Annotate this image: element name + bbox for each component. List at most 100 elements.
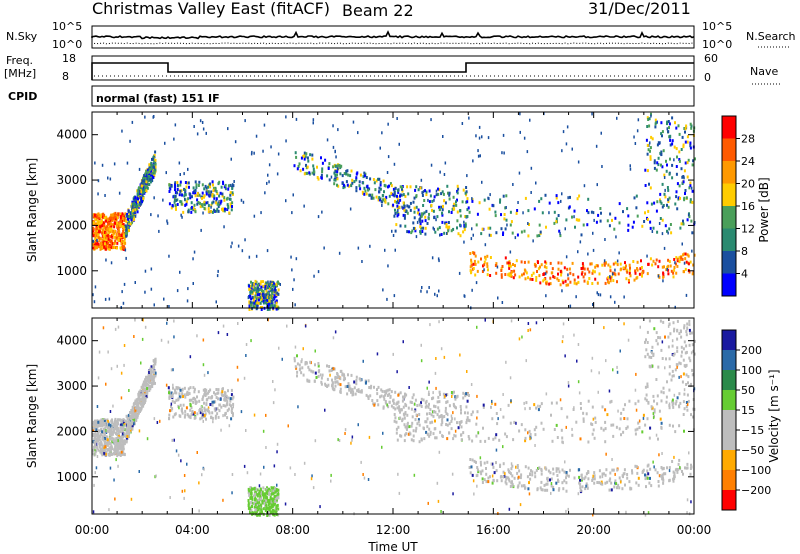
range-time-cell: [228, 211, 231, 215]
range-time-cell: [555, 401, 558, 405]
range-time-cell: [119, 438, 122, 442]
colorbar-tick-label: 8: [741, 245, 748, 258]
range-time-cell: [270, 145, 272, 149]
range-time-cell: [417, 418, 420, 422]
range-time-cell: [680, 256, 683, 260]
range-time-cell: [124, 241, 127, 245]
range-time-cell: [210, 416, 213, 420]
range-time-cell: [646, 254, 648, 258]
range-time-cell: [518, 469, 521, 473]
range-time-cell: [432, 414, 435, 418]
range-time-cell: [153, 166, 156, 170]
range-time-cell: [587, 470, 590, 473]
range-time-cell: [223, 198, 226, 202]
range-time-cell: [118, 191, 121, 195]
range-time-cell: [117, 429, 120, 433]
range-time-cell: [176, 203, 179, 206]
range-time-cell: [427, 217, 430, 221]
range-time-cell: [192, 282, 194, 285]
range-time-cell: [466, 399, 469, 403]
range-time-cell: [646, 341, 649, 344]
range-time-cell: [646, 201, 649, 205]
range-time-cell: [128, 421, 131, 424]
range-time-cell: [412, 429, 415, 433]
range-time-cell: [302, 155, 305, 159]
range-time-cell: [593, 436, 596, 440]
range-time-cell: [373, 181, 376, 185]
range-time-cell: [601, 405, 604, 409]
range-time-cell: [508, 274, 511, 278]
range-time-cell: [529, 473, 531, 476]
range-time-cell: [550, 413, 552, 417]
range-time-cell: [383, 397, 386, 401]
range-time-cell: [230, 417, 233, 421]
range-time-cell: [430, 204, 433, 207]
range-time-cell: [273, 513, 276, 517]
range-time-cell: [474, 273, 477, 277]
range-time-cell: [502, 475, 505, 479]
range-time-cell: [564, 227, 566, 231]
range-time-cell: [187, 167, 189, 171]
range-time-cell: [99, 450, 102, 453]
range-time-cell: [481, 270, 484, 273]
range-time-cell: [474, 262, 477, 266]
range-time-cell: [93, 300, 96, 304]
range-time-cell: [331, 378, 333, 382]
range-time-cell: [95, 216, 98, 220]
range-time-cell: [269, 299, 271, 303]
range-time-cell: [652, 394, 655, 398]
range-time-cell: [530, 191, 532, 194]
range-time-cell: [126, 161, 129, 165]
range-time-cell: [149, 180, 152, 184]
range-time-cell: [671, 400, 674, 404]
range-time-cell: [214, 392, 217, 396]
range-time-cell: [148, 183, 151, 186]
range-time-cell: [593, 474, 596, 478]
range-time-cell: [176, 387, 179, 391]
range-time-cell: [681, 135, 684, 139]
range-time-cell: [683, 252, 686, 256]
range-time-cell: [250, 297, 253, 301]
range-time-cell: [669, 134, 672, 138]
range-time-cell: [672, 271, 675, 275]
range-time-cell: [311, 157, 314, 161]
range-time-cell: [350, 184, 353, 188]
range-time-cell: [673, 158, 675, 162]
range-time-cell: [146, 172, 149, 176]
range-time-cell: [428, 412, 431, 415]
range-time-cell: [182, 395, 184, 398]
range-time-cell: [204, 388, 207, 392]
range-time-cell: [124, 216, 127, 220]
range-time-cell: [646, 169, 649, 173]
range-time-cell: [654, 468, 657, 472]
range-time-cell: [512, 438, 515, 442]
range-time-cell: [526, 150, 529, 154]
range-time-cell: [683, 429, 685, 433]
range-time-cell: [419, 186, 422, 190]
range-time-cell: [114, 439, 117, 443]
range-time-cell: [93, 213, 96, 217]
range-time-cell: [580, 473, 583, 477]
range-time-cell: [593, 471, 596, 475]
range-time-cell: [254, 302, 257, 306]
range-time-cell: [429, 421, 432, 425]
range-time-cell: [251, 497, 254, 501]
range-time-cell: [476, 466, 479, 469]
range-time-cell: [565, 255, 568, 259]
range-time-cell: [660, 132, 663, 136]
range-time-cell: [398, 142, 400, 146]
range-time-cell: [682, 358, 685, 362]
range-time-cell: [194, 416, 197, 420]
range-time-cell: [524, 465, 527, 469]
range-time-cell: [674, 368, 677, 372]
range-time-cell: [678, 260, 681, 264]
range-time-cell: [92, 234, 95, 238]
range-time-cell: [336, 177, 339, 181]
range-time-cell: [483, 478, 486, 482]
range-time-cell: [557, 267, 560, 271]
range-time-cell: [475, 223, 478, 227]
range-time-cell: [673, 329, 675, 333]
range-time-cell: [652, 226, 655, 230]
range-time-cell: [92, 426, 95, 430]
range-time-cell: [171, 395, 174, 398]
